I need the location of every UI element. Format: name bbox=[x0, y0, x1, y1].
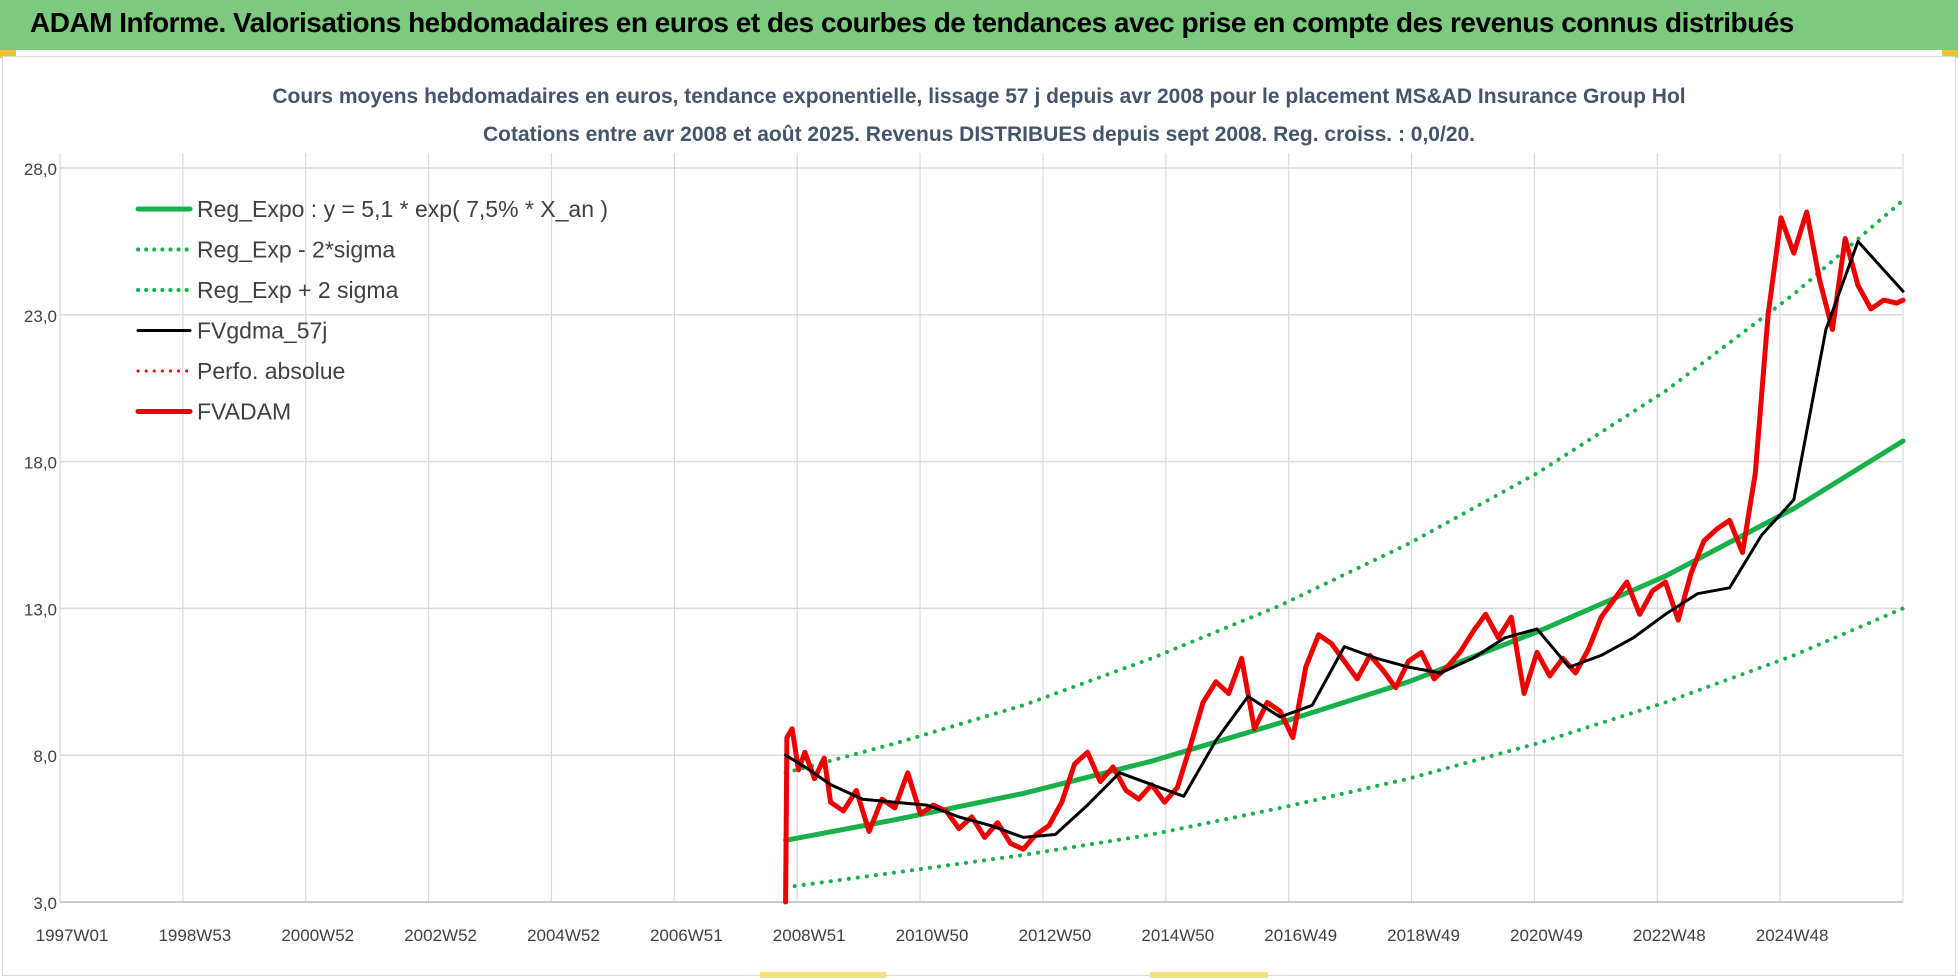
bottom-strip-left bbox=[760, 972, 886, 978]
y-tick-label: 28,0 bbox=[24, 160, 57, 179]
x-tick-label: 2024W48 bbox=[1756, 926, 1829, 945]
legend-label: FVADAM bbox=[197, 399, 291, 425]
series-line bbox=[783, 606, 1905, 890]
report-header: ADAM Informe. Valorisations hebdomadaire… bbox=[0, 0, 1958, 50]
series-layer bbox=[783, 198, 1906, 905]
series-line bbox=[783, 198, 1905, 775]
corner-marker-left bbox=[0, 50, 16, 58]
y-tick-label: 8,0 bbox=[33, 747, 57, 766]
x-tick-label: 2022W48 bbox=[1633, 926, 1706, 945]
corner-marker-right bbox=[1942, 50, 1958, 58]
x-tick-label: 1997W01 bbox=[36, 926, 109, 945]
gridlines bbox=[59, 153, 1904, 903]
x-tick-label: 2006W51 bbox=[650, 926, 723, 945]
y-tick-label: 13,0 bbox=[24, 600, 57, 619]
x-tick-label: 2010W50 bbox=[896, 926, 969, 945]
legend: Reg_Expo : y = 5,1 * exp( 7,5% * X_an ) R… bbox=[135, 196, 608, 425]
x-tick-label: 2018W49 bbox=[1387, 926, 1460, 945]
bottom-strip-right bbox=[1150, 972, 1268, 978]
x-tick-label: 2000W52 bbox=[281, 926, 354, 945]
chart-subtitle: Cotations entre avr 2008 et août 2025. R… bbox=[483, 123, 1475, 146]
chart-title: Cours moyens hebdomadaires en euros, ten… bbox=[272, 85, 1685, 108]
x-tick-label: 2008W51 bbox=[773, 926, 846, 945]
x-tick-label: 2004W52 bbox=[527, 926, 600, 945]
legend-label: Reg_Exp - 2*sigma bbox=[197, 237, 395, 263]
x-tick-label: 1998W53 bbox=[158, 926, 231, 945]
y-tick-label: 18,0 bbox=[24, 454, 57, 473]
x-tick-label: 2012W50 bbox=[1019, 926, 1092, 945]
series-line bbox=[783, 438, 1906, 843]
series-line bbox=[783, 209, 1906, 905]
legend-label: FVgdma_57j bbox=[197, 318, 327, 344]
y-axis: 28,0 23,0 18,0 13,0 8,0 3,0 bbox=[24, 160, 57, 913]
x-tick-label: 2002W52 bbox=[404, 926, 477, 945]
legend-label: Perfo. absolue bbox=[197, 358, 345, 384]
legend-label: Reg_Exp + 2 sigma bbox=[197, 277, 399, 303]
report-title: ADAM Informe. Valorisations hebdomadaire… bbox=[30, 7, 1794, 38]
series-line bbox=[784, 239, 1905, 839]
x-tick-label: 2016W49 bbox=[1264, 926, 1337, 945]
x-tick-label: 2014W50 bbox=[1141, 926, 1214, 945]
x-tick-label: 2020W49 bbox=[1510, 926, 1583, 945]
legend-label: Reg_Expo : y = 5,1 * exp( 7,5% * X_an ) bbox=[197, 196, 608, 222]
x-axis: 1997W01 1998W53 2000W52 2002W52 2004W52 2006W… bbox=[36, 926, 1829, 945]
y-tick-label: 3,0 bbox=[33, 894, 57, 913]
y-tick-label: 23,0 bbox=[24, 307, 57, 326]
